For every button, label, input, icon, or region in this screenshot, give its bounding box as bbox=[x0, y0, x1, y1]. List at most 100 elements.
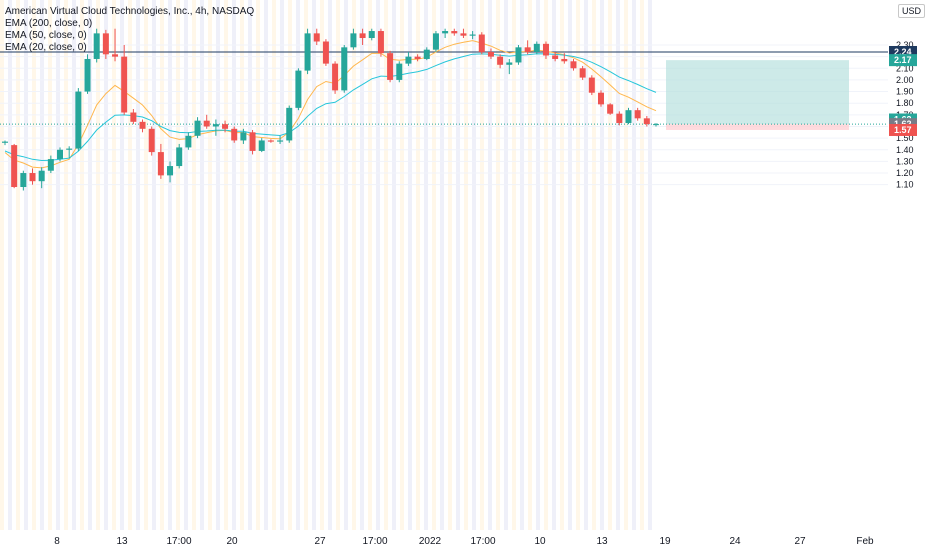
candle[interactable] bbox=[442, 28, 449, 39]
candle[interactable] bbox=[368, 28, 375, 41]
candle-body bbox=[350, 33, 357, 48]
candle[interactable] bbox=[607, 103, 614, 115]
candle[interactable] bbox=[20, 170, 27, 191]
candle[interactable] bbox=[533, 41, 540, 55]
candle[interactable] bbox=[176, 143, 183, 169]
candle-body bbox=[414, 56, 421, 59]
candle[interactable] bbox=[212, 119, 219, 136]
candle[interactable] bbox=[102, 29, 109, 59]
session-band bbox=[512, 0, 516, 530]
candle[interactable] bbox=[634, 107, 641, 121]
candle[interactable] bbox=[2, 140, 8, 146]
candle[interactable] bbox=[405, 51, 412, 66]
candle[interactable] bbox=[148, 126, 155, 156]
candle[interactable] bbox=[75, 88, 82, 151]
candle[interactable] bbox=[121, 45, 128, 115]
position-target-zone[interactable] bbox=[666, 60, 849, 125]
candle[interactable] bbox=[295, 68, 302, 111]
candle[interactable] bbox=[460, 28, 467, 39]
candle[interactable] bbox=[47, 155, 54, 174]
candle[interactable] bbox=[552, 51, 559, 62]
candle[interactable] bbox=[561, 53, 568, 64]
ema-50-label[interactable]: EMA (50, close, 0) bbox=[5, 30, 87, 41]
candlestick-series[interactable] bbox=[2, 28, 659, 191]
candle[interactable] bbox=[487, 48, 494, 59]
target-price-tag-text: 2.17 bbox=[894, 55, 912, 65]
candle[interactable] bbox=[350, 28, 357, 50]
candle[interactable] bbox=[277, 135, 284, 144]
candle[interactable] bbox=[57, 147, 64, 162]
candle[interactable] bbox=[231, 126, 238, 143]
candle-body bbox=[377, 31, 384, 54]
candle[interactable] bbox=[579, 65, 586, 80]
candle[interactable] bbox=[625, 107, 632, 125]
ema-20-label[interactable]: EMA (20, close, 0) bbox=[5, 42, 87, 53]
candle[interactable] bbox=[11, 143, 18, 189]
candle[interactable] bbox=[570, 58, 577, 71]
candle[interactable] bbox=[84, 54, 91, 94]
candle[interactable] bbox=[643, 116, 650, 127]
candle[interactable] bbox=[524, 40, 531, 55]
candle[interactable] bbox=[66, 146, 73, 158]
candle[interactable] bbox=[588, 75, 595, 96]
candle[interactable] bbox=[506, 58, 513, 75]
candle[interactable] bbox=[112, 28, 119, 62]
candle[interactable] bbox=[258, 138, 265, 153]
candle[interactable] bbox=[38, 167, 45, 189]
candle-body bbox=[588, 77, 595, 93]
candle[interactable] bbox=[432, 31, 439, 52]
candle[interactable] bbox=[185, 132, 192, 150]
candle[interactable] bbox=[304, 28, 311, 75]
session-band bbox=[296, 0, 300, 530]
candle-body bbox=[203, 120, 210, 127]
candle[interactable] bbox=[653, 122, 659, 127]
candle[interactable] bbox=[167, 161, 174, 183]
candle[interactable] bbox=[286, 105, 293, 143]
session-band bbox=[200, 0, 204, 530]
session-band bbox=[96, 0, 100, 530]
session-band bbox=[256, 0, 260, 530]
candle[interactable] bbox=[157, 143, 164, 179]
candle[interactable] bbox=[322, 39, 329, 66]
candle[interactable] bbox=[267, 139, 274, 143]
session-band bbox=[496, 0, 500, 530]
candle[interactable] bbox=[377, 28, 384, 57]
candle[interactable] bbox=[194, 117, 201, 139]
candle[interactable] bbox=[359, 28, 366, 45]
candle[interactable] bbox=[29, 168, 36, 185]
candle-body bbox=[286, 107, 293, 141]
candle[interactable] bbox=[542, 41, 549, 59]
candle[interactable] bbox=[332, 61, 339, 94]
candle[interactable] bbox=[396, 61, 403, 83]
candle[interactable] bbox=[414, 54, 421, 62]
candle[interactable] bbox=[616, 111, 623, 126]
candle[interactable] bbox=[423, 47, 430, 61]
candle[interactable] bbox=[313, 28, 320, 45]
candle-body bbox=[423, 49, 430, 59]
candle[interactable] bbox=[597, 90, 604, 107]
candle[interactable] bbox=[240, 128, 247, 144]
currency-button[interactable]: USD bbox=[898, 4, 926, 18]
candle[interactable] bbox=[139, 119, 146, 133]
candle-body bbox=[313, 33, 320, 42]
candle[interactable] bbox=[203, 114, 210, 129]
session-band bbox=[280, 0, 284, 530]
y-tick-label: 2.30 bbox=[896, 40, 914, 50]
candle[interactable] bbox=[515, 45, 522, 65]
candle-body bbox=[597, 92, 604, 105]
session-band bbox=[400, 0, 404, 530]
candle[interactable] bbox=[451, 28, 458, 36]
ema-200-label[interactable]: EMA (200, close, 0) bbox=[5, 18, 93, 29]
candle[interactable] bbox=[497, 54, 504, 69]
candle[interactable] bbox=[222, 120, 229, 133]
candle[interactable] bbox=[469, 31, 476, 40]
candle[interactable] bbox=[387, 50, 394, 83]
candle[interactable] bbox=[249, 129, 256, 155]
candle[interactable] bbox=[478, 32, 485, 55]
candle[interactable] bbox=[130, 109, 137, 125]
position-stop-zone[interactable] bbox=[666, 124, 849, 130]
time-axis[interactable]: 8 13 17:00 20 27 17:00 2022 17:00 10 13 19 24 27 Feb bbox=[54, 536, 874, 547]
candle[interactable] bbox=[93, 28, 100, 63]
candle[interactable] bbox=[341, 45, 348, 93]
